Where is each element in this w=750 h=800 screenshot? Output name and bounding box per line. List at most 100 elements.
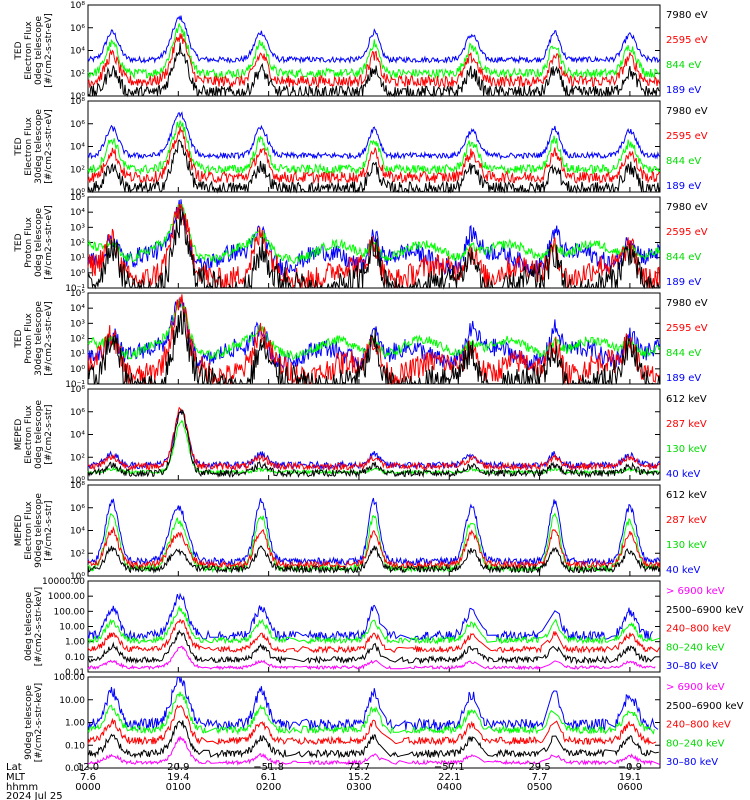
- series-line-130-kev: [87, 419, 661, 476]
- y-tick-label: 10⁰: [70, 365, 85, 375]
- y-axis-label: MEPED: [14, 419, 24, 451]
- legend-entry: 30–80 keV: [666, 661, 718, 672]
- legend-entry: 240–800 keV: [666, 720, 731, 731]
- legend-entry: 612 keV: [666, 490, 707, 501]
- y-axis-label: TED: [14, 329, 24, 348]
- x-tick-label-hhmm: 0000: [75, 782, 100, 793]
- y-tick-label: 1.00: [65, 638, 85, 648]
- series-line-40-kev: [87, 497, 661, 567]
- y-axis-label: 0deg telescope: [24, 592, 34, 662]
- y-tick-label: 0.01: [65, 764, 85, 774]
- x-tick-label-hhmm: 0100: [166, 782, 191, 793]
- y-tick-label: 10²: [70, 335, 85, 345]
- y-tick-label: 10000.00: [42, 577, 85, 587]
- legend-entry: 40 keV: [666, 469, 700, 480]
- y-tick-label: 10²: [70, 239, 85, 249]
- x-tick-label-mlt: 19.1: [619, 772, 641, 783]
- y-axis-label: [#/cm2-s-str]: [44, 500, 54, 560]
- series-line--6900-kev: [87, 736, 660, 766]
- y-tick-label: 10²: [70, 69, 85, 79]
- series-line-844-ev: [87, 120, 661, 176]
- legend-entry: 80–240 keV: [666, 738, 725, 749]
- y-axis-label: 90deg telescope: [34, 493, 44, 568]
- series-line-7980-ev: [87, 310, 661, 386]
- y-tick-label: 10²: [70, 549, 85, 559]
- y-tick-label: 10⁶: [70, 408, 85, 418]
- legend-entry: 844 eV: [666, 252, 701, 263]
- legend-entry: 844 eV: [666, 60, 701, 71]
- series-line-30-80-kev: [87, 592, 653, 642]
- y-tick-label: 10⁰: [70, 92, 85, 102]
- x-tick-label-hhmm: 0300: [346, 782, 371, 793]
- legend-entry: 189 eV: [666, 373, 701, 384]
- y-tick-label: 10¹: [70, 254, 85, 264]
- panel-3: 10⁻¹ 10⁰ 10¹ 10² 10³ 10⁴ 10⁵ TED Proton Flux 0deg…: [14, 193, 708, 294]
- y-tick-label: 10²: [70, 165, 85, 175]
- y-axis-label: Proton Flux: [24, 313, 34, 364]
- y-tick-label: 1000.00: [48, 592, 85, 602]
- legend-entry: 7980 eV: [666, 10, 708, 21]
- legend-entry: 130 keV: [666, 444, 707, 455]
- y-axis-label: [#/cm2-s-str-eV]: [44, 301, 54, 376]
- y-tick-label: 10⁰: [70, 269, 85, 279]
- y-tick-label: 10⁴: [70, 208, 85, 218]
- x-tick-label-mlt: 7.6: [80, 772, 96, 783]
- legend-entry: 40 keV: [666, 565, 700, 576]
- y-tick-label: 10⁻¹: [65, 380, 85, 390]
- y-tick-label: 10⁴: [70, 304, 85, 314]
- panel-5: 10⁰ 10² 10⁴ 10⁶ 10⁸ MEPED Electron Flux 0deg te…: [14, 385, 707, 486]
- legend-entry: > 6900 keV: [666, 586, 725, 597]
- series-line-844-ev: [87, 23, 660, 80]
- panel-2: 10⁰ 10² 10⁴ 10⁶ 10⁸ TED Electron Flux 30deg tel…: [14, 97, 708, 198]
- y-axis-label: Electron Flux: [24, 21, 34, 80]
- y-axis-label: TED: [14, 233, 24, 252]
- x-tick-label-lat: 12.0: [77, 762, 99, 773]
- x-row-label-mlt: MLT: [6, 772, 26, 783]
- legend-entry: 2595 eV: [666, 323, 708, 334]
- series-line-2595-ev: [87, 126, 660, 185]
- legend-entry: 130 keV: [666, 540, 707, 551]
- x-tick-label-mlt: 15.2: [348, 772, 370, 783]
- series-line-80-240-kev: [87, 605, 660, 645]
- y-tick-label: 10⁸: [70, 1, 85, 11]
- y-axis-label: TED: [14, 137, 24, 156]
- series-line-189-ev: [87, 15, 661, 65]
- y-tick-label: 0.10: [65, 741, 85, 751]
- y-axis-label: TED: [14, 41, 24, 60]
- legend-entry: 189 eV: [666, 181, 701, 192]
- series-line-80-240-kev: [87, 691, 655, 736]
- panel-1: 10⁰ 10² 10⁴ 10⁶ 10⁸ TED Electron Flux 0deg tele…: [14, 1, 708, 102]
- series-line-7980-ev: [87, 209, 660, 290]
- legend-entry: 7980 eV: [666, 298, 708, 309]
- y-tick-label: 10²: [70, 453, 85, 463]
- legend-entry: 240–800 keV: [666, 624, 731, 635]
- y-axis-label: 30deg telescope: [34, 301, 44, 376]
- legend-entry: 2500–6900 keV: [666, 605, 744, 616]
- legend-entry: 189 eV: [666, 277, 701, 288]
- y-axis-label: [#/cm2-s-str-eV]: [44, 109, 54, 184]
- series-line-240-800-kev: [87, 618, 661, 654]
- legend-entry: 80–240 keV: [666, 642, 725, 653]
- y-tick-label: 10⁵: [70, 289, 85, 299]
- series-line-612-kev: [87, 408, 661, 479]
- series-line-287-kev: [87, 525, 661, 570]
- x-tick-label-hhmm: 0500: [527, 782, 552, 793]
- y-axis-label: [#/cm2-s-str]: [44, 404, 54, 464]
- legend-entry: > 6900 keV: [666, 682, 725, 693]
- panel-8: 0.01 0.10 1.00 10.00 100.00 90deg telescope [#…: [24, 673, 744, 774]
- y-axis-label: 0deg telescope: [34, 208, 44, 278]
- y-axis-label: Electron Flux: [24, 405, 34, 464]
- legend-entry: 2595 eV: [666, 131, 708, 142]
- series-line-30-80-kev: [87, 676, 659, 732]
- x-tick-label-hhmm: 0400: [437, 782, 462, 793]
- y-axis-label: MEPED: [14, 515, 24, 547]
- y-axis-label: 90deg telescope: [24, 685, 34, 760]
- y-tick-label: 10⁸: [70, 385, 85, 395]
- y-axis-label: 30deg telescope: [34, 109, 44, 184]
- series-line-2500-6900-kev: [87, 629, 656, 665]
- y-tick-label: 10⁰: [70, 188, 85, 198]
- panel-4: 10⁻¹ 10⁰ 10¹ 10² 10³ 10⁴ 10⁵ TED Proton Flux 30de…: [14, 289, 708, 390]
- y-tick-label: 10⁶: [70, 24, 85, 34]
